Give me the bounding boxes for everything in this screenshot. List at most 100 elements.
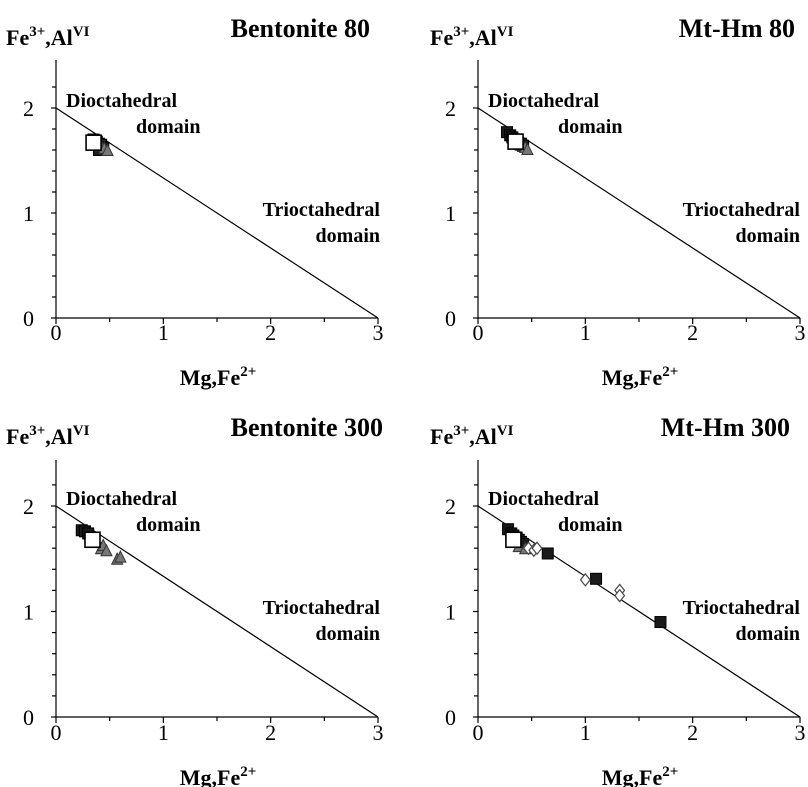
y-tick-label: 0 (445, 306, 456, 331)
x-tick-label: 3 (795, 720, 806, 745)
y-axis-label-part: ,Al (469, 25, 497, 50)
dioctahedral-domain-label: domain (136, 116, 200, 138)
x-tick-label: 2 (687, 320, 698, 345)
dioctahedral-label: Dioctahedral (66, 488, 178, 510)
y-tick-label: 1 (445, 600, 456, 625)
y-tick-label: 0 (23, 705, 34, 730)
y-axis-label-part: ,Al (469, 424, 497, 449)
chart-panel: 0 1 2 3 0 1 2 Bentonite 300 Fe3+,AlVI Mg,Fe2+ Dioc… (6, 413, 384, 787)
y-tick-label: 2 (23, 494, 34, 519)
x-axis-label: Mg,Fe2+ (180, 764, 257, 787)
data-point-triangle-grey (101, 143, 114, 156)
octahedral-boundary-line (477, 107, 801, 319)
x-tick-label: 3 (795, 320, 806, 345)
trioctahedral-domain-label: domain (316, 623, 380, 645)
octahedral-boundary-line (55, 107, 379, 319)
x-axis-label: Mg,Fe2+ (602, 764, 679, 787)
x-axis-label-part: Mg,Fe (180, 765, 241, 787)
y-tick-label: 2 (23, 96, 34, 121)
x-axis-label-part: Mg,Fe (602, 765, 663, 787)
y-tick-label: 1 (23, 201, 34, 226)
y-tick-label: 2 (445, 96, 456, 121)
y-axis-label: Fe3+,AlVI (430, 24, 514, 50)
y-axis-label-sup: 3+ (29, 423, 45, 439)
y-tick-label: 1 (445, 201, 456, 226)
y-axis-label: Fe3+,AlVI (6, 423, 90, 449)
trioctahedral-domain-label: domain (316, 225, 380, 247)
x-tick-label: 0 (473, 320, 484, 345)
chart-panel: 0 1 2 3 0 1 2 Mt-Hm 80 Fe3+,AlVI Mg,Fe2+ Dioctahed… (430, 14, 806, 390)
data-point-triangle-grey (521, 142, 534, 155)
data-point-square-dark (654, 616, 667, 629)
y-axis-label-part: Fe (430, 424, 453, 449)
y-axis-label-sup: VI (73, 423, 90, 439)
y-tick-label: 1 (23, 600, 34, 625)
x-tick-label: 0 (51, 720, 62, 745)
data-point-square-open (505, 531, 522, 549)
x-tick-label: 3 (373, 720, 384, 745)
x-axis-label-sup: 2+ (662, 364, 678, 380)
x-axis-label: Mg,Fe2+ (602, 364, 679, 390)
x-tick-label: 2 (265, 320, 276, 345)
y-axis-label: Fe3+,AlVI (6, 24, 90, 50)
x-axis-label-sup: 2+ (662, 764, 678, 780)
y-axis-label-sup: VI (73, 24, 90, 40)
data-point-square-dark (590, 572, 603, 585)
x-axis-label-part: Mg,Fe (180, 365, 241, 390)
y-axis-label-sup: VI (497, 24, 514, 40)
y-tick-label: 2 (445, 494, 456, 519)
dioctahedral-label: Dioctahedral (488, 488, 600, 510)
data-point-diamond-open (531, 541, 543, 556)
y-axis-label: Fe3+,AlVI (430, 423, 514, 449)
data-point-square-open (85, 134, 102, 151)
y-axis-label-part: ,Al (45, 424, 73, 449)
dioctahedral-label: Dioctahedral (488, 90, 600, 112)
x-tick-label: 2 (687, 720, 698, 745)
x-tick-label: 3 (373, 320, 384, 345)
octahedral-boundary-line (55, 505, 379, 718)
y-axis-label-part: Fe (6, 424, 29, 449)
data-point-square-dark (541, 547, 554, 560)
dioctahedral-domain-label: domain (558, 116, 622, 138)
chart-title: Mt-Hm 300 (661, 413, 790, 442)
x-axis-label-sup: 2+ (240, 364, 256, 380)
y-axis-label-sup: 3+ (453, 423, 469, 439)
dioctahedral-domain-label: domain (136, 514, 200, 536)
y-axis-label-part: Fe (6, 25, 29, 50)
chart-title: Mt-Hm 80 (679, 14, 795, 43)
octahedral-boundary-line (477, 505, 801, 718)
trioctahedral-label: Trioctahedral (683, 199, 801, 221)
x-axis-label-sup: 2+ (240, 764, 256, 780)
x-tick-label: 1 (580, 320, 591, 345)
data-point-diamond-open (579, 572, 591, 587)
trioctahedral-label: Trioctahedral (683, 597, 801, 619)
y-axis-label-sup: VI (497, 423, 514, 439)
dioctahedral-label: Dioctahedral (66, 90, 178, 112)
dioctahedral-domain-label: domain (558, 514, 622, 536)
y-tick-label: 0 (445, 705, 456, 730)
x-tick-label: 1 (158, 320, 169, 345)
chart-panel: 0 1 2 3 0 1 2 Bentonite 80 Fe3+,AlVI Mg,Fe2+ Dioct… (6, 14, 384, 390)
data-point-triangle-grey (100, 543, 113, 557)
x-tick-label: 2 (265, 720, 276, 745)
x-tick-label: 1 (580, 720, 591, 745)
x-tick-label: 0 (473, 720, 484, 745)
y-axis-label-part: Fe (430, 25, 453, 50)
y-axis-label-part: ,Al (45, 25, 73, 50)
x-tick-label: 1 (158, 720, 169, 745)
x-tick-label: 0 (51, 320, 62, 345)
trioctahedral-domain-label: domain (736, 225, 800, 247)
trioctahedral-label: Trioctahedral (263, 199, 381, 221)
y-axis-label-sup: 3+ (453, 24, 469, 40)
x-axis-label: Mg,Fe2+ (180, 364, 257, 390)
chart-title: Bentonite 300 (231, 413, 383, 442)
chart-title: Bentonite 80 (231, 14, 370, 43)
y-tick-label: 0 (23, 306, 34, 331)
chart-panel: 0 1 2 3 0 1 2 Mt-Hm 300 Fe3+,AlVI Mg,Fe2+ Dioctahe… (430, 413, 806, 787)
data-point-square-open (84, 531, 101, 549)
data-point-triangle-grey (114, 550, 127, 563)
trioctahedral-domain-label: domain (736, 623, 800, 645)
y-axis-label-sup: 3+ (29, 24, 45, 40)
data-point-diamond-open (614, 588, 626, 603)
